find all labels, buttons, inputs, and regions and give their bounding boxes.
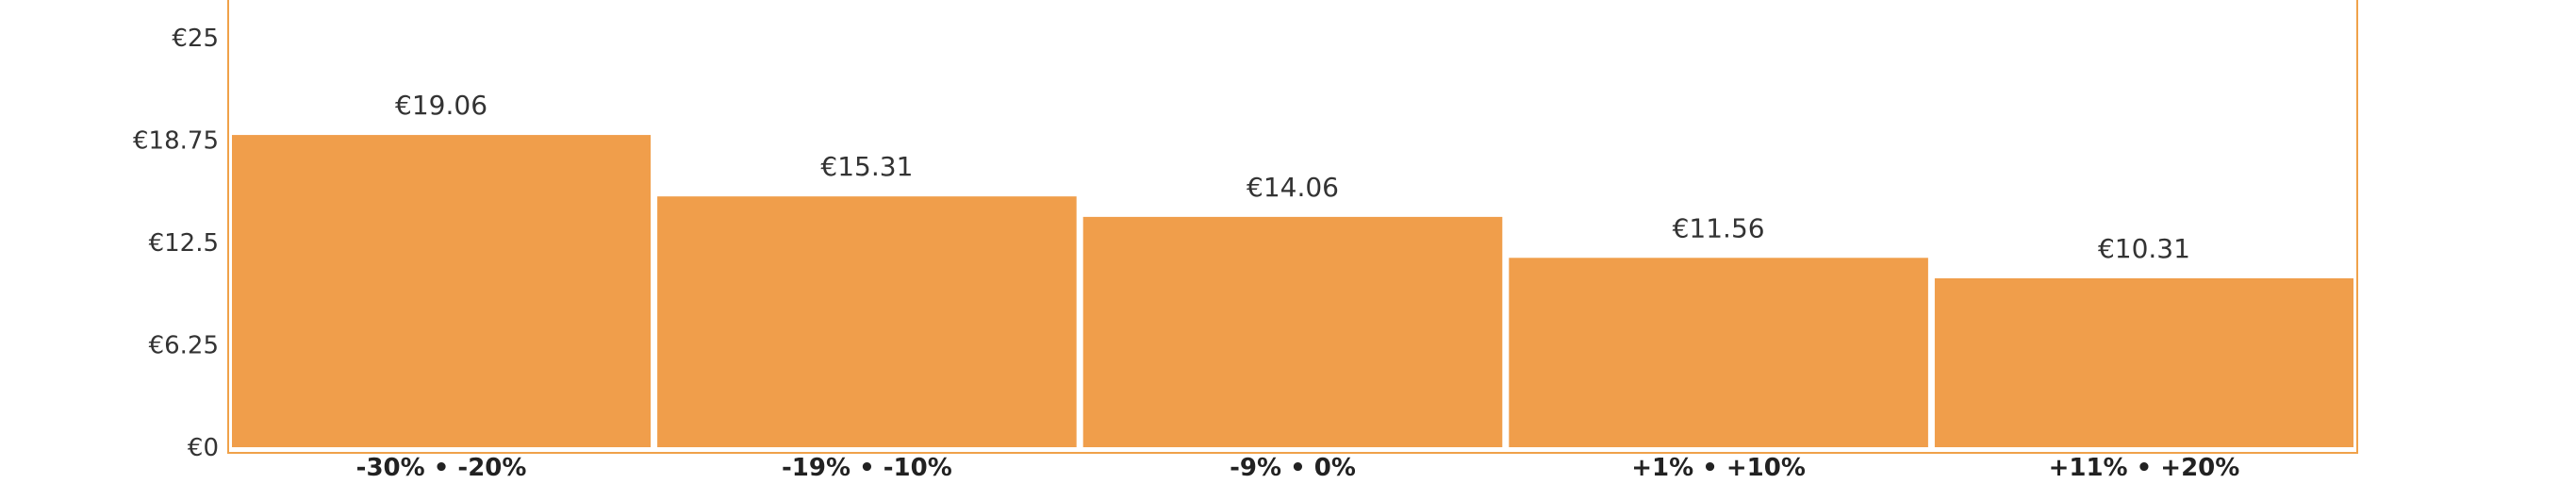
bar [1082,216,1503,447]
y-tick-label: €0 [188,434,219,462]
bar-value-label: €15.31 [820,151,913,182]
y-tick-label: €18.75 [133,126,219,155]
x-tick-label: +1% • +10% [1631,454,1806,482]
bar [232,135,652,448]
bar-value-label: €10.31 [2098,233,2190,264]
x-tick-label: -30% • -20% [356,454,527,482]
x-axis: -30% • -20% -19% • -10% -9% • 0% +1% • +10%… [356,454,2240,482]
y-tick-label: €6.25 [149,331,219,359]
bar-value-label: €19.06 [395,90,487,121]
bars [232,135,2353,448]
x-tick-label: -19% • -10% [782,454,952,482]
plot-frame [227,0,2358,454]
bar [1934,277,2353,447]
bar [1509,258,1928,447]
bar-value-label: €14.06 [1247,172,1339,203]
value-labels: €19.06 €15.31 €14.06 €11.56 €10.31 [395,90,2190,264]
bar-value-label: €11.56 [1673,212,1765,243]
y-tick-label: €12.5 [149,229,219,258]
y-axis: €0 €6.25 €12.5 €18.75 €25 [133,25,219,462]
bar [657,196,1077,447]
x-tick-label: +11% • +20% [2049,454,2240,482]
x-tick-label: -9% • 0% [1230,454,1356,482]
y-tick-label: €25 [172,25,219,53]
